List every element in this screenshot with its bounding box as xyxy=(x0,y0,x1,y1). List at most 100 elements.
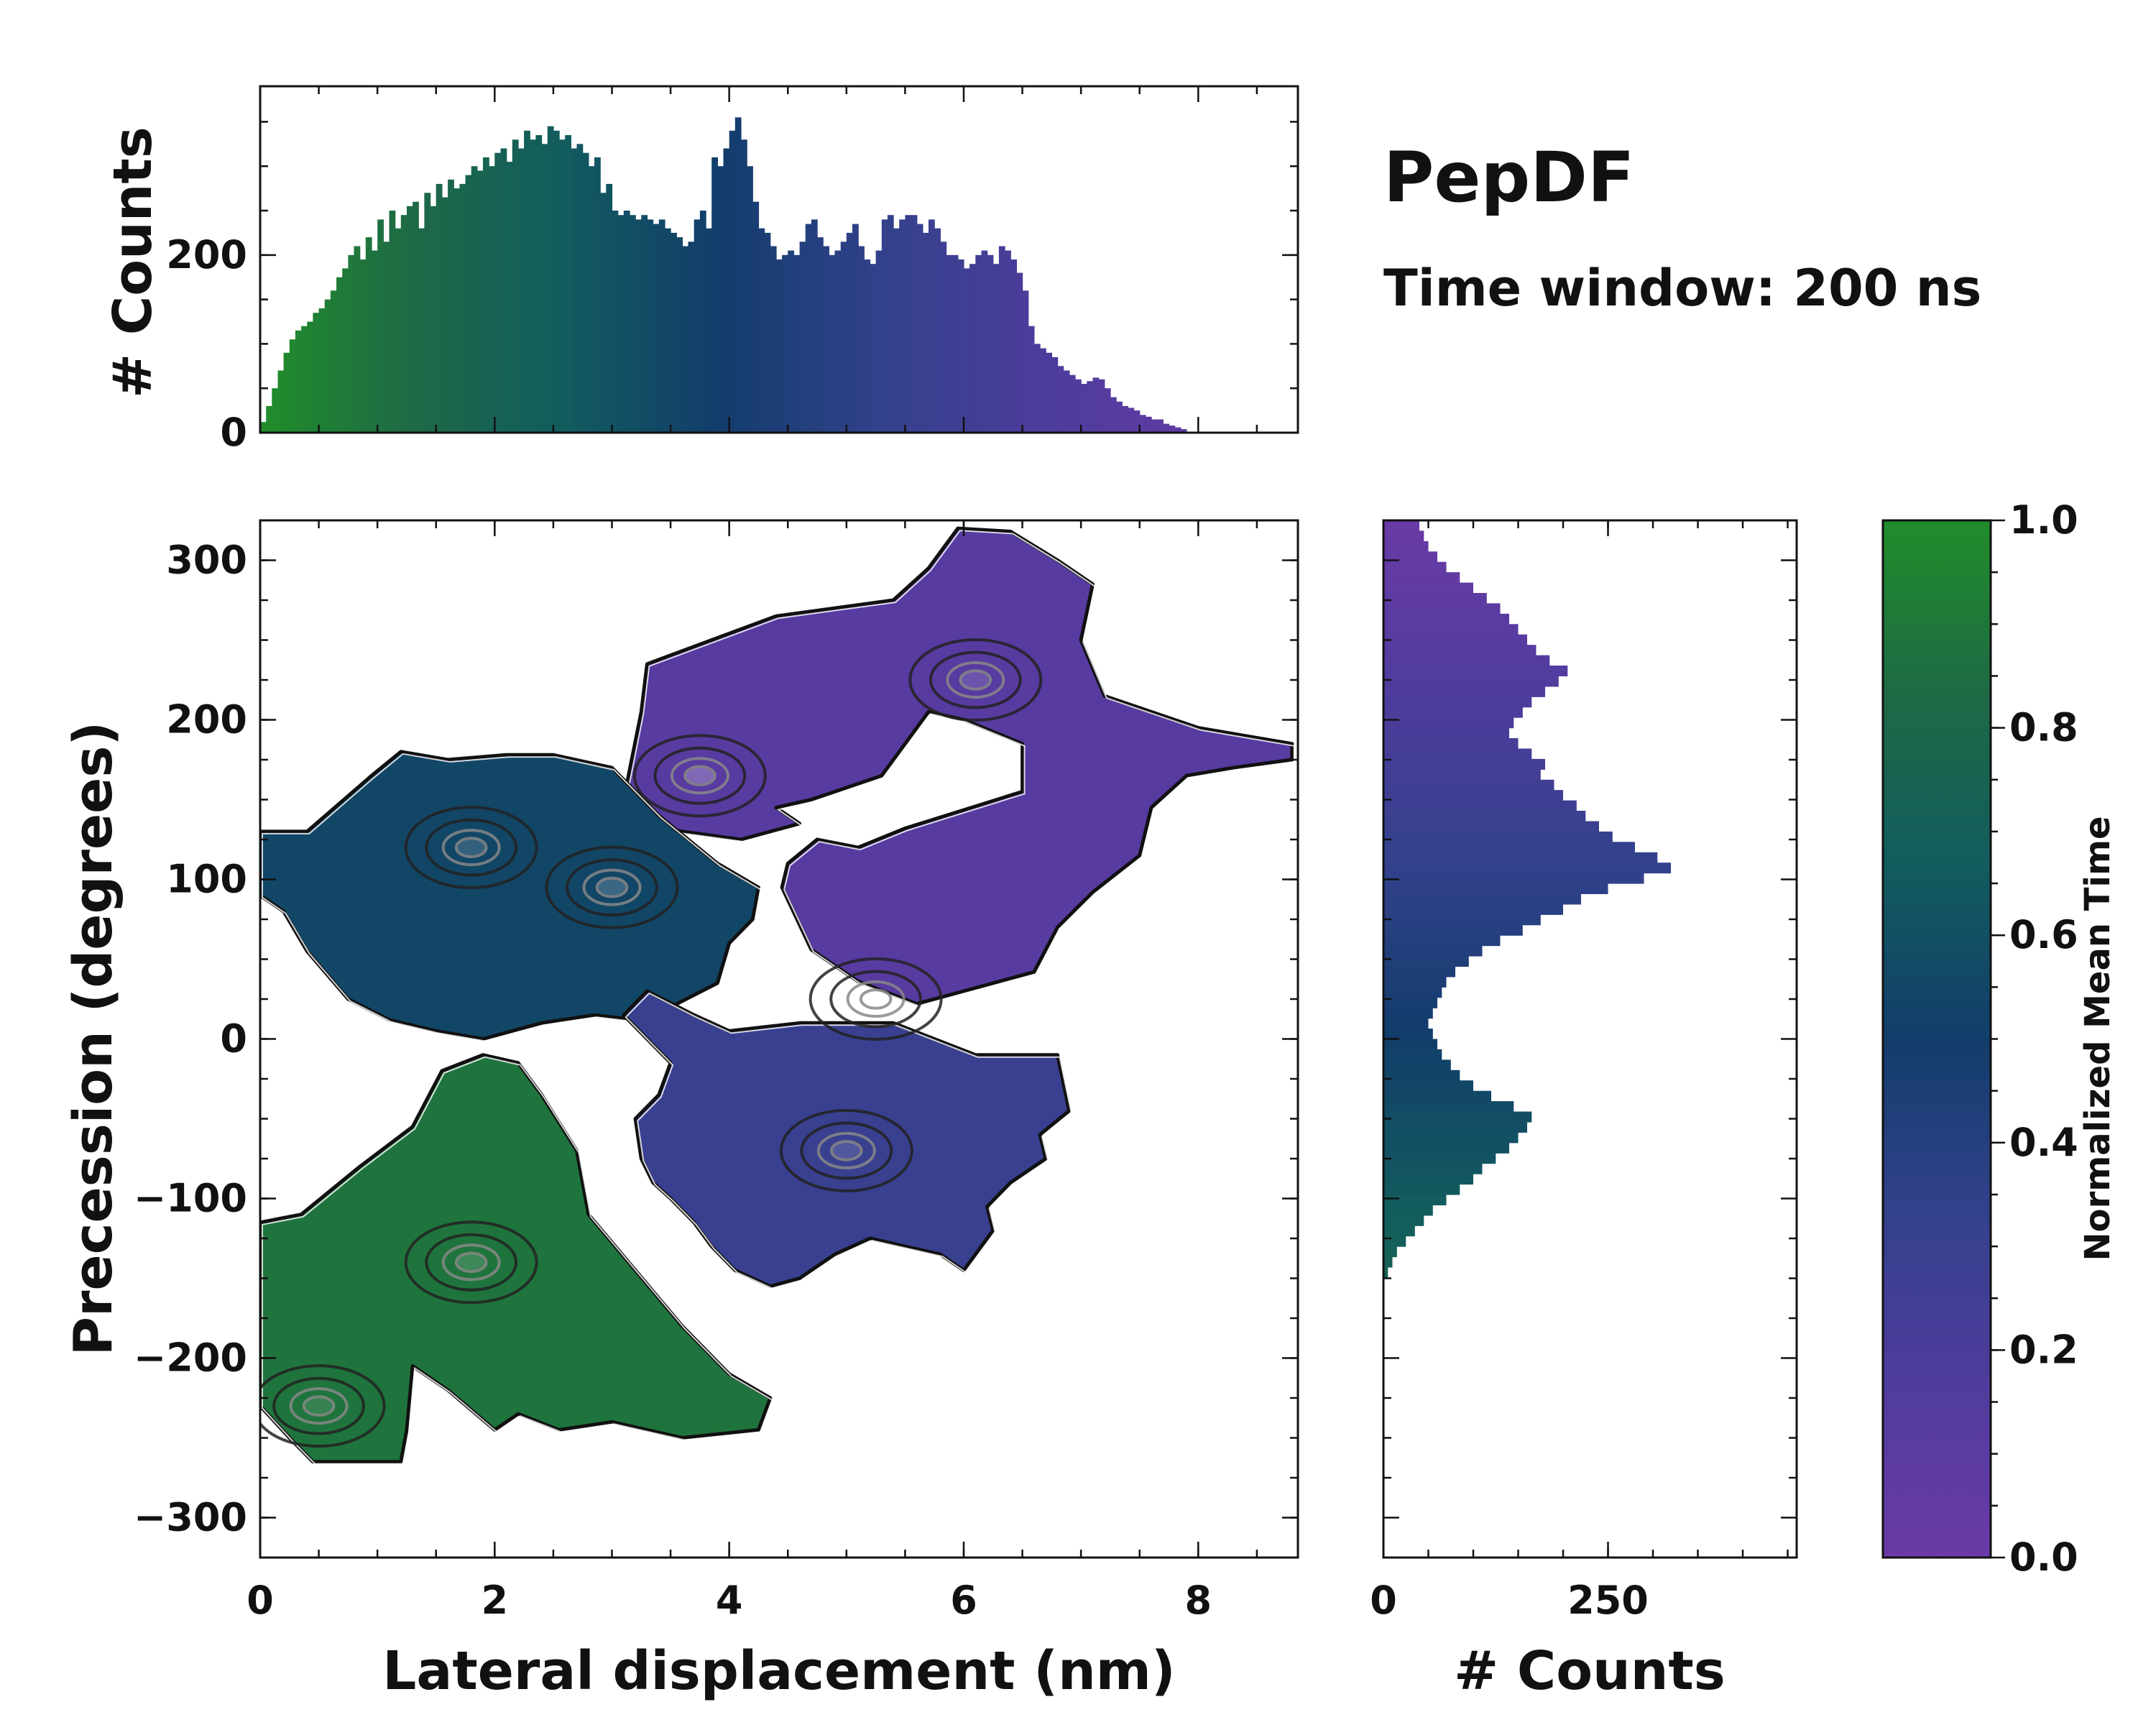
top-hist-bar xyxy=(770,246,777,433)
right-hist-bar xyxy=(1383,748,1532,760)
top-hist-bar xyxy=(1010,259,1017,433)
top-hist-bar xyxy=(752,201,760,433)
top-hist-bar xyxy=(998,246,1005,433)
contour-ring xyxy=(454,837,488,858)
right-hist-bar xyxy=(1383,1049,1442,1060)
right-hist-bar xyxy=(1383,997,1437,1008)
top-hist-bar xyxy=(559,139,566,433)
region-outline-upper-right-purple xyxy=(625,530,1295,1007)
top-ytick-label: 200 xyxy=(166,232,247,277)
top-hist-bar xyxy=(295,330,302,433)
contour-ring xyxy=(425,1233,518,1292)
top-hist-bar xyxy=(418,228,425,433)
right-hist-bar xyxy=(1383,924,1523,936)
contour-ring xyxy=(404,806,538,890)
contour-ring xyxy=(454,1251,488,1274)
right-hist-bar xyxy=(1383,624,1519,635)
top-hist-bar xyxy=(617,215,625,433)
top-hist-bar xyxy=(600,193,607,433)
right-hist-bar xyxy=(1383,1184,1460,1195)
right-hist-bar xyxy=(1383,758,1545,770)
top-hist-bar xyxy=(952,254,959,433)
top-hist-bar xyxy=(260,422,267,433)
right-hist-bar xyxy=(1383,1256,1393,1268)
top-hist-bar xyxy=(893,228,900,433)
main-heatmap-ticks: 0 2 4 6 8 −300 −200 −100 0 100 200 300 xyxy=(134,520,1298,1623)
region-upper-left-teal xyxy=(260,750,760,1041)
top-hist-bar xyxy=(940,242,947,433)
main-ytick-label: −200 xyxy=(134,1335,247,1381)
top-hist-bar xyxy=(911,215,918,433)
contour-ring xyxy=(260,1364,386,1448)
main-xtick-label: 6 xyxy=(950,1578,977,1623)
contour-ring xyxy=(404,1220,538,1305)
contour-ring xyxy=(289,1387,349,1425)
top-hist-bar xyxy=(775,259,783,433)
right-hist-bar xyxy=(1383,1039,1437,1050)
top-hist-bar xyxy=(811,219,818,433)
right-hist-bar xyxy=(1383,893,1581,905)
contour-ring xyxy=(632,734,767,818)
right-hist-bar xyxy=(1383,655,1550,666)
top-hist-bar xyxy=(729,130,736,433)
region-outline-mid-blue xyxy=(625,992,1072,1289)
chart-subtitle: Time window: 200 ns xyxy=(1383,259,1981,318)
top-hist-bar xyxy=(1098,379,1105,433)
region-upper-right-purple xyxy=(622,526,1294,1006)
main-xtick-label: 8 xyxy=(1185,1578,1212,1623)
contour-ring xyxy=(929,650,1022,709)
top-histogram: 0 200 # Counts xyxy=(102,85,1299,455)
top-hist-bar xyxy=(864,259,871,433)
top-hist-bar xyxy=(413,201,419,433)
contour-ring xyxy=(595,876,629,898)
right-xtick-label: 250 xyxy=(1567,1578,1649,1623)
top-hist-bar xyxy=(1051,356,1059,433)
top-hist-bar xyxy=(500,148,507,433)
top-hist-bar xyxy=(852,224,859,433)
right-hist-bar xyxy=(1383,779,1554,791)
contour-ring xyxy=(566,858,658,916)
colorbar-tick-label: 0.8 xyxy=(2009,705,2078,750)
top-hist-bar xyxy=(571,148,578,433)
top-hist-bar xyxy=(946,254,953,433)
right-hist-bar xyxy=(1383,634,1527,645)
right-hist-bar xyxy=(1383,1008,1433,1019)
right-histogram: 0 250 # Counts xyxy=(1370,519,1798,1702)
right-hist-bar xyxy=(1383,790,1563,801)
contour-ring xyxy=(846,980,906,1018)
top-hist-bar xyxy=(905,215,912,433)
top-hist-bar xyxy=(987,254,994,433)
top-hist-bar xyxy=(430,206,437,433)
top-histogram-bars xyxy=(260,117,1187,433)
top-hist-bar xyxy=(448,179,454,433)
right-hist-bar xyxy=(1383,1101,1514,1113)
main-ytick-label: 300 xyxy=(166,538,247,583)
top-hist-bar xyxy=(1163,423,1170,433)
right-hist-bar xyxy=(1383,1029,1433,1040)
right-hist-bar xyxy=(1383,1111,1532,1123)
top-hist-bar xyxy=(465,175,472,433)
top-hist-bar xyxy=(1005,250,1011,433)
right-hist-bar xyxy=(1383,821,1599,832)
top-hist-bar xyxy=(1145,416,1152,433)
contour-ring xyxy=(779,1108,913,1192)
top-hist-bar xyxy=(441,197,448,433)
top-hist-bar xyxy=(1028,326,1035,433)
top-hist-bar xyxy=(1180,429,1187,433)
contour-ring xyxy=(670,757,729,795)
top-hist-bar xyxy=(929,219,935,433)
right-hist-bar xyxy=(1383,1195,1447,1205)
top-hist-bar xyxy=(741,139,747,433)
top-hist-bar xyxy=(342,268,349,433)
heatmap-regions xyxy=(260,526,1295,1465)
right-hist-bar xyxy=(1383,540,1429,552)
hotspot xyxy=(545,845,679,929)
top-hist-bar xyxy=(372,250,378,433)
top-hist-bar xyxy=(1092,377,1100,433)
top-hist-bar xyxy=(547,126,554,433)
right-hist-bar xyxy=(1383,976,1447,988)
main-xtick-label: 0 xyxy=(247,1578,274,1623)
top-hist-bar xyxy=(747,166,753,433)
top-hist-bar xyxy=(817,237,824,433)
